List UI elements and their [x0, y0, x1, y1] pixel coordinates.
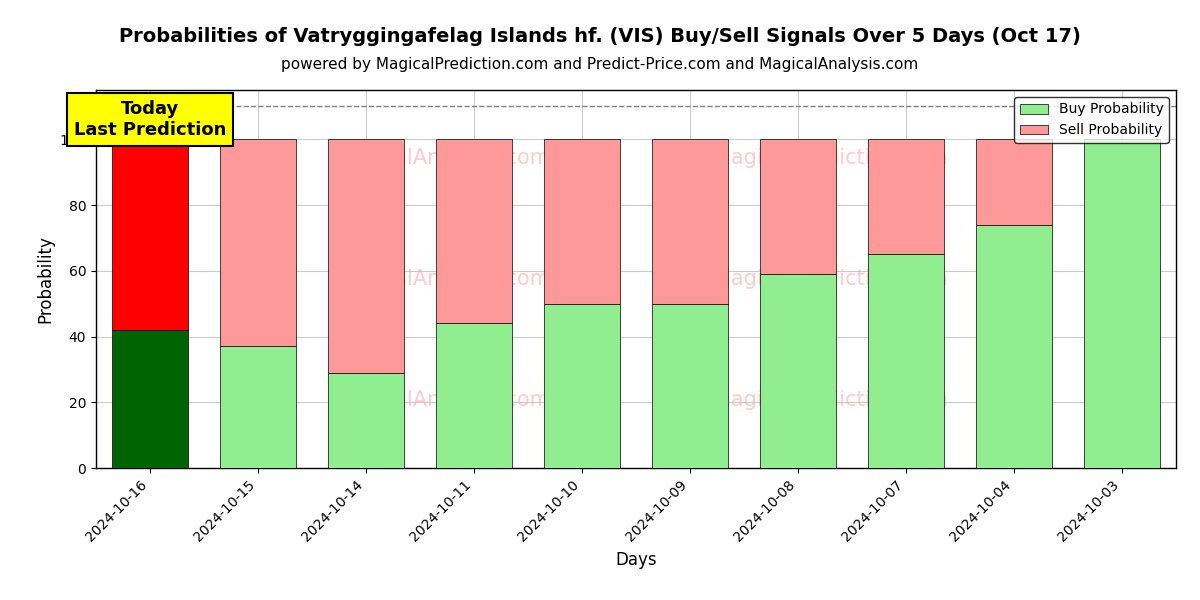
Bar — [221, 139, 296, 346]
Bar — [653, 304, 728, 468]
Bar — [869, 254, 944, 468]
Bar — [437, 323, 511, 468]
Bar — [869, 139, 944, 254]
Text: MagicalAnalysis.com: MagicalAnalysis.com — [334, 148, 550, 168]
Bar — [113, 139, 188, 330]
Bar — [545, 139, 619, 304]
Text: powered by MagicalPrediction.com and Predict-Price.com and MagicalAnalysis.com: powered by MagicalPrediction.com and Pre… — [281, 57, 919, 72]
Text: MagicalAnalysis.com: MagicalAnalysis.com — [334, 390, 550, 410]
Bar — [761, 139, 836, 274]
Text: MagicalAnalysis.com: MagicalAnalysis.com — [334, 269, 550, 289]
X-axis label: Days: Days — [616, 551, 656, 569]
Legend: Buy Probability, Sell Probability: Buy Probability, Sell Probability — [1014, 97, 1169, 143]
Bar — [329, 373, 403, 468]
Bar — [977, 225, 1051, 468]
Text: MagicalPrediction.com: MagicalPrediction.com — [713, 148, 948, 168]
Bar — [653, 139, 728, 304]
Text: Probabilities of Vatryggingafelag Islands hf. (VIS) Buy/Sell Signals Over 5 Days: Probabilities of Vatryggingafelag Island… — [119, 27, 1081, 46]
Y-axis label: Probability: Probability — [36, 235, 54, 323]
Bar — [977, 139, 1051, 225]
Bar — [545, 304, 619, 468]
Bar — [329, 139, 403, 373]
Text: MagicalPrediction.com: MagicalPrediction.com — [713, 390, 948, 410]
Bar — [1085, 139, 1159, 468]
Bar — [113, 330, 188, 468]
Bar — [221, 346, 296, 468]
Text: MagicalPrediction.com: MagicalPrediction.com — [713, 269, 948, 289]
Text: Today
Last Prediction: Today Last Prediction — [74, 100, 226, 139]
Bar — [761, 274, 836, 468]
Bar — [437, 139, 511, 323]
